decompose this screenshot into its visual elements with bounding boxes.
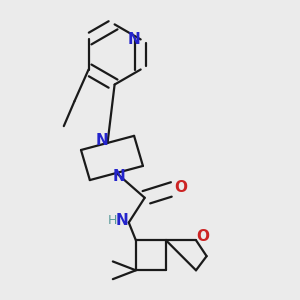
Text: N: N: [128, 32, 141, 47]
Text: O: O: [196, 229, 210, 244]
Text: N: N: [115, 213, 128, 228]
Text: N: N: [95, 133, 108, 148]
Text: O: O: [174, 180, 187, 195]
Text: H: H: [108, 214, 118, 227]
Text: N: N: [113, 169, 126, 184]
